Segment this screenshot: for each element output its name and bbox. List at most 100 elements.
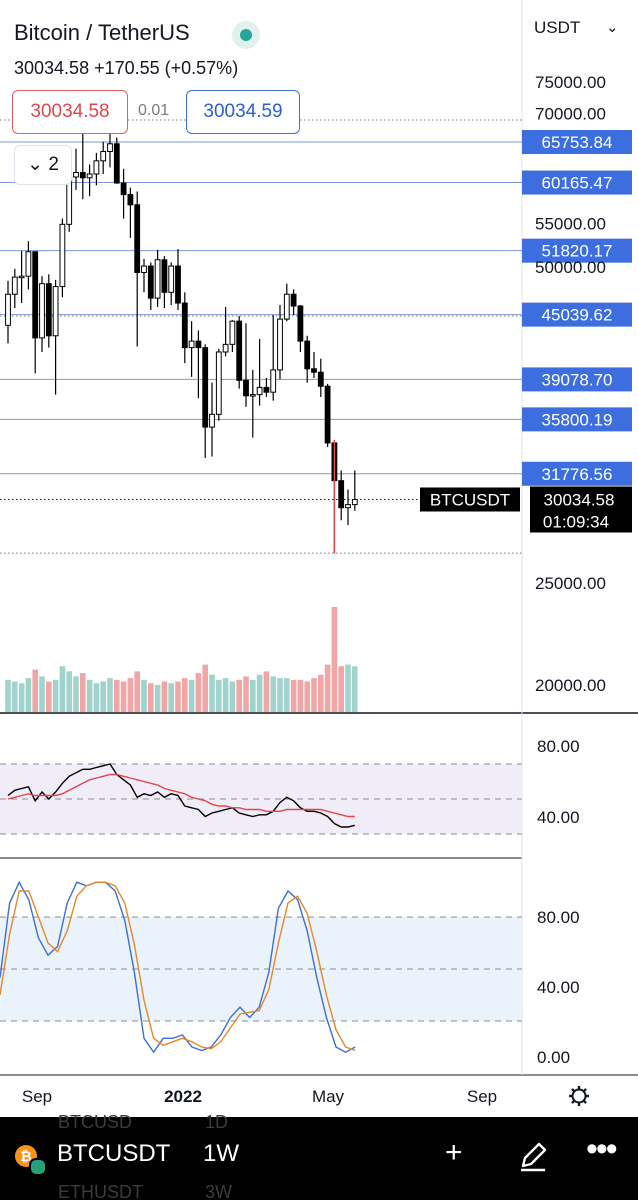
candle-body [59, 223, 66, 288]
buy-button[interactable]: 30034.59 [186, 90, 300, 134]
gear-icon[interactable] [569, 1086, 589, 1106]
volume-bar [80, 673, 86, 712]
candle-body [277, 318, 283, 371]
interval-button[interactable]: 1W [203, 1140, 239, 1167]
indicators-toggle-button[interactable]: ⌄ 2 [14, 145, 72, 185]
candle-body [202, 347, 209, 428]
volume-bar [114, 679, 120, 712]
level-label-bg [522, 170, 632, 195]
time-axis-label: May [312, 1087, 345, 1106]
candle-body [243, 379, 249, 397]
candle-body [45, 283, 52, 337]
candle-body [229, 320, 236, 345]
volume-bar [304, 681, 310, 712]
symbol-button[interactable]: BTCUSDT [57, 1140, 171, 1167]
sell-button[interactable]: 30034.58 [12, 90, 128, 134]
more-icon[interactable]: ••• [586, 1130, 618, 1168]
volume-bar [25, 678, 32, 712]
volume-bar [209, 674, 215, 712]
time-axis-label: Sep [467, 1087, 497, 1106]
countdown-label: 01:09:34 [543, 512, 609, 531]
candle-body [147, 265, 154, 299]
candle-body [249, 394, 256, 397]
level-label-bg [522, 130, 632, 155]
candle-body [134, 204, 141, 273]
price-tick-label: 70000.00 [535, 104, 606, 123]
volume-bar [331, 607, 338, 712]
candle-body [52, 286, 59, 337]
candle-body [127, 194, 134, 206]
level-label-bg [522, 238, 632, 263]
candle-body [25, 251, 32, 277]
level-label: 65753.84 [542, 133, 613, 152]
volume-bar [338, 666, 344, 712]
rsi-tick-label: 40.00 [537, 808, 580, 827]
candle-body [175, 265, 181, 304]
volume-bar [311, 678, 317, 712]
candle-body [283, 293, 290, 320]
volume-bar [161, 681, 168, 712]
candle-body [181, 302, 188, 349]
symbol-title[interactable]: Bitcoin / TetherUS [14, 20, 190, 45]
level-label: 51820.17 [542, 242, 613, 261]
pen-icon[interactable] [515, 1138, 551, 1174]
volume-bar [277, 678, 283, 712]
volume-bars [5, 607, 358, 712]
ghost-interval-bottom: 3W [205, 1182, 232, 1202]
rsi-line [7, 763, 355, 828]
volume-bar [352, 666, 358, 712]
candle-body [222, 343, 229, 353]
level-label-bg [522, 407, 632, 432]
volume-bar [188, 679, 195, 712]
candle-body [113, 143, 120, 184]
volume-bar [243, 676, 249, 712]
candle-body [107, 143, 113, 153]
candle-body [73, 172, 79, 178]
volume-bar [345, 664, 351, 712]
level-label: 31776.56 [542, 465, 613, 484]
candle-body [215, 351, 222, 415]
volume-bar [134, 671, 140, 712]
candle-body [324, 385, 331, 444]
volume-bar [107, 678, 113, 712]
candle-body [236, 320, 243, 381]
volume-bar [229, 681, 236, 712]
tether-icon [29, 1158, 47, 1176]
volume-bar [32, 669, 38, 712]
candle-body [256, 386, 263, 396]
chevron-down-icon[interactable]: ⌄ [606, 19, 619, 36]
rsi-pane [0, 763, 522, 835]
time-axis-label: 2022 [164, 1087, 202, 1106]
volume-bar [52, 679, 59, 712]
candle-body [290, 293, 297, 307]
level-label: 39078.70 [542, 370, 613, 389]
level-label: 35800.19 [542, 410, 613, 429]
volume-bar [182, 678, 188, 712]
spread-value: 0.01 [138, 102, 170, 119]
currency-selector[interactable]: USDT [534, 18, 581, 37]
candle-body [32, 251, 39, 339]
price-tick-label: 55000.00 [535, 214, 606, 233]
volume-bar [175, 681, 181, 712]
volume-bar [66, 671, 72, 712]
price-tick-label: 25000.00 [535, 574, 606, 593]
candle-body [11, 276, 18, 295]
candle-body [5, 293, 11, 326]
price-tick-label: 20000.00 [535, 676, 606, 695]
gear-ring [571, 1088, 587, 1104]
symbol-label-bg [420, 487, 520, 512]
volume-bar [290, 679, 297, 712]
candle-body [93, 160, 100, 175]
volume-bar [120, 681, 127, 712]
volume-bar [141, 679, 147, 712]
stoch-tick-label: 40.00 [537, 978, 580, 997]
volume-bar [236, 679, 242, 712]
volume-bar [154, 684, 161, 712]
candle-body [79, 172, 86, 179]
candle-body [86, 173, 93, 179]
plus-icon[interactable]: + [445, 1136, 463, 1169]
volume-bar [93, 683, 100, 712]
chevron-down-icon: ⌄ [27, 154, 44, 175]
candles [5, 120, 358, 554]
